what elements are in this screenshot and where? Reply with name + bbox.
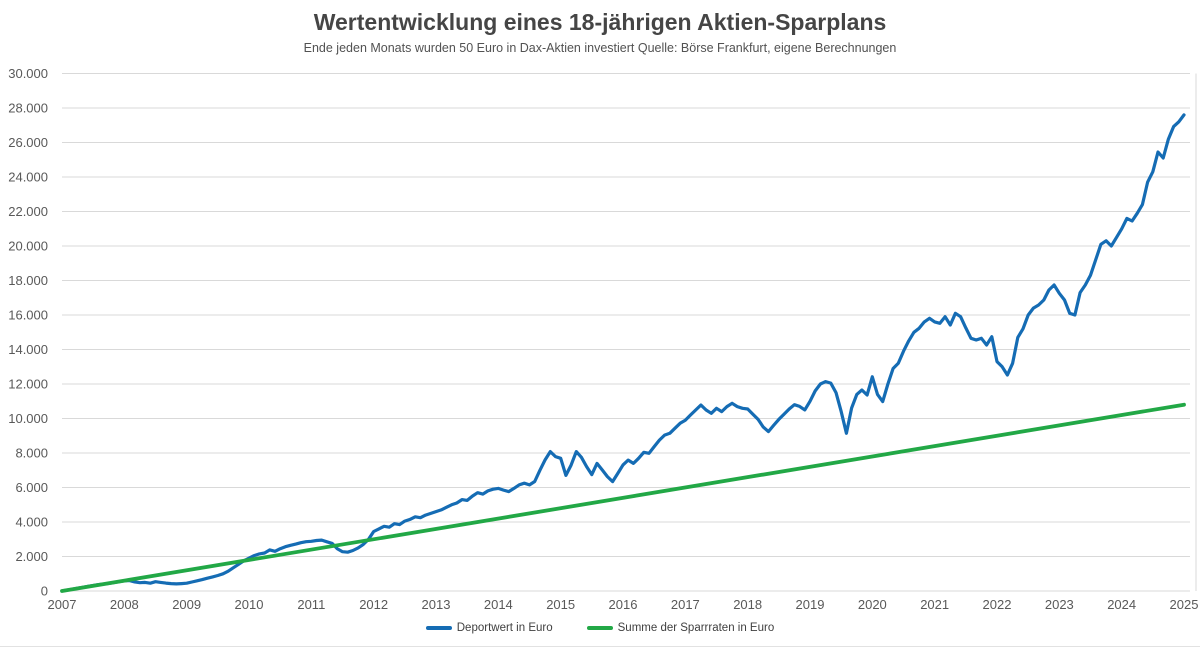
y-tick-label: 14.000 (8, 342, 48, 357)
y-tick-label: 2.000 (15, 549, 48, 564)
x-tick-label: 2011 (297, 597, 325, 612)
x-tick-label: 2019 (796, 597, 825, 612)
y-tick-label: 10.000 (8, 411, 48, 426)
x-tick-label: 2009 (172, 597, 201, 612)
y-tick-label: 16.000 (8, 308, 48, 323)
x-tick-label: 2024 (1107, 597, 1136, 612)
y-tick-label: 18.000 (8, 273, 48, 288)
legend-item-sparraten: Summe der Sparrraten in Euro (586, 622, 775, 634)
x-tick-label: 2010 (235, 597, 264, 612)
y-tick-label: 6.000 (15, 480, 48, 495)
y-tick-label: 8.000 (15, 446, 48, 461)
x-tick-label: 2008 (110, 597, 139, 612)
x-tick-label: 2013 (422, 597, 451, 612)
x-tick-label: 2012 (359, 597, 388, 612)
sparraten-line (60, 402, 1186, 593)
x-tick-label: 2022 (983, 597, 1012, 612)
x-tick-label: 2014 (484, 597, 513, 612)
y-tick-label: 24.000 (8, 170, 48, 185)
chart-subtitle: Ende jeden Monats wurden 50 Euro in Dax-… (303, 41, 897, 55)
depotwert-line-swatch (425, 626, 452, 630)
legend: Deportwert in Euro Summe der Sparrraten … (0, 622, 1200, 634)
y-tick-label: 20.000 (8, 239, 48, 254)
chart-title: Wertentwicklung eines 18-jährigen Aktien… (313, 9, 887, 35)
depotwert-line (60, 113, 1186, 593)
x-tick-label: 2021 (920, 597, 949, 612)
y-tick-label: 30.000 (8, 66, 48, 81)
x-tick-label: 2025 (1170, 597, 1199, 612)
y-tick-label: 26.000 (8, 135, 48, 150)
x-tick-label: 2017 (671, 597, 700, 612)
y-tick-label: 4.000 (15, 515, 48, 530)
y-tick-label: 12.000 (8, 377, 48, 392)
y-tick-label: 0 (41, 584, 48, 599)
x-tick-label: 2020 (858, 597, 887, 612)
x-tick-label: 2015 (546, 597, 575, 612)
x-tick-label: 2023 (1045, 597, 1074, 612)
bottom-divider (0, 646, 1200, 647)
legend-label-depotwert: Deportwert in Euro (456, 622, 553, 634)
sparraten-line-swatch (586, 626, 613, 630)
x-tick-label: 2018 (733, 597, 762, 612)
y-tick-label: 28.000 (8, 101, 48, 116)
x-tick-label: 2016 (609, 597, 638, 612)
x-tick-label: 2007 (48, 597, 77, 612)
y-tick-label: 22.000 (8, 204, 48, 219)
legend-label-sparraten: Summe der Sparrraten in Euro (617, 622, 775, 634)
legend-item-depotwert: Deportwert in Euro (425, 622, 553, 634)
